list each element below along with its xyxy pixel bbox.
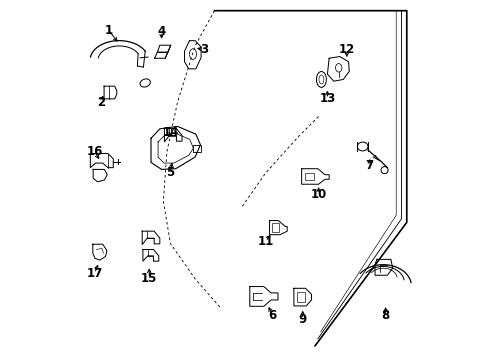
Bar — [297, 292, 305, 302]
Text: 9: 9 — [298, 313, 306, 326]
Bar — [271, 223, 279, 232]
Text: 7: 7 — [365, 159, 373, 172]
Text: 13: 13 — [319, 93, 335, 105]
Text: 11: 11 — [257, 235, 273, 248]
Text: 2: 2 — [97, 96, 105, 109]
Text: 12: 12 — [338, 43, 354, 56]
Text: 1: 1 — [104, 23, 113, 37]
Text: 16: 16 — [86, 145, 102, 158]
Text: 6: 6 — [268, 309, 276, 322]
Text: 4: 4 — [157, 25, 165, 38]
Bar — [305, 173, 313, 180]
Text: 5: 5 — [166, 166, 174, 179]
Text: 3: 3 — [200, 43, 207, 56]
Text: 10: 10 — [310, 188, 326, 201]
Text: 8: 8 — [381, 309, 389, 322]
Text: 17: 17 — [86, 267, 102, 280]
Text: 14: 14 — [162, 126, 178, 139]
Bar — [193, 145, 201, 153]
Text: 15: 15 — [141, 272, 157, 285]
